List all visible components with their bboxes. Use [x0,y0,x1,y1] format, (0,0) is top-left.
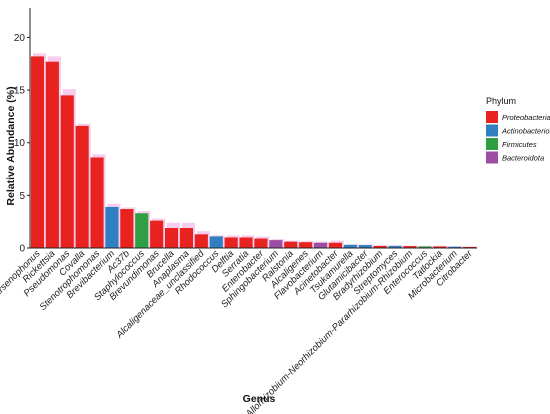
bar-alcaligenes [299,242,313,248]
legend-label: Bacteroidota [502,153,544,162]
bar-rickettsia [45,61,59,249]
y-tick-label: 5 [19,191,25,202]
bar-serratia [239,237,253,248]
bar-acinetobacter [328,242,342,248]
y-tick-label: 10 [14,138,26,149]
bar-ac37b [120,209,134,248]
bar-microbacterium [448,246,462,248]
legend-title: Phylum [486,96,516,106]
bar-brevundimonas [150,220,164,248]
bar-streptomyces [388,245,402,248]
bar-pseudomonas [60,95,74,249]
bar-sphingobacterium [269,240,283,248]
x-axis-title: Genus [243,393,276,405]
bar-stenotrophomonas [90,157,104,248]
x-axis: ArsenophonusRickettsiaPseudomonasCovalla… [0,247,477,414]
legend-label: Firmicutes [502,140,537,149]
y-tick-label: 0 [19,244,25,255]
y-tick-label: 15 [14,86,26,97]
bar-brucella [164,228,179,248]
legend-swatch-actinobacteriota [486,124,498,137]
legend-swatch-bacteroidota [486,151,498,164]
bar-bradyrhizobium [373,245,387,248]
bar-tsukamurella [343,244,357,248]
bar-alcaligenaceae-unclassified [194,234,208,248]
bar-glutamicibacter [358,245,372,248]
bar-allorhizobium-neorhizobium-pararhizobium-rhizobium [403,246,417,248]
legend-swatch-proteobacteria [486,111,498,123]
bar-arsenophonus [30,56,44,248]
legend-label: Actinobacteriota [501,126,550,135]
bar-citrobacter [462,246,477,248]
bar-enterococcus [418,246,432,248]
bar-delftia [224,237,238,248]
y-axis-title: Relative Abundance (%) [5,86,17,205]
y-axis: 0 5 10 15 20 [14,8,31,255]
bar-covalla [75,125,89,248]
bar-anaplasma [179,228,193,248]
legend: Phylum Proteobacteria Actinobacteriota Fir… [486,96,550,164]
bars-layer [30,53,479,249]
legend-swatch-firmicutes [486,138,498,150]
bar-tatlockia [433,246,447,248]
bar-brevibacterium [105,206,119,248]
bar-rhodococcus [209,236,223,248]
bar-enterobacter [254,238,268,248]
legend-label: Proteobacteria [502,113,550,122]
y-tick-label: 20 [14,33,26,44]
bar-staphylococcus [135,213,149,248]
bar-ralstonia [284,241,298,248]
bar-flavobacterium [313,242,328,248]
